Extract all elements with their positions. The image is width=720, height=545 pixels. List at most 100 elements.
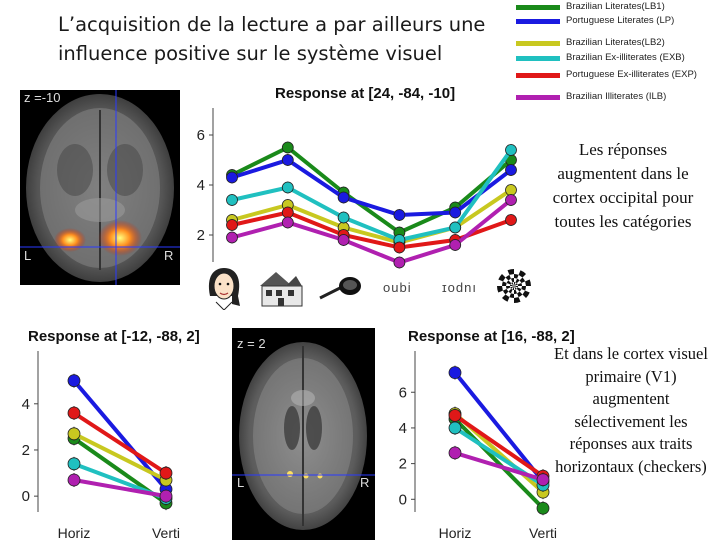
data-point — [281, 181, 294, 194]
legend-item: Brazilian Literates(LB2) — [516, 36, 720, 50]
chart-main-response: 2 4 6 — [197, 108, 517, 269]
series-line — [231, 188, 513, 245]
y-tick-label: 0 — [399, 491, 407, 508]
legend-label: Portuguese Ex-illiterates (EXP) — [566, 69, 697, 80]
data-point — [448, 366, 462, 380]
legend-item: Portuguese Ex-illiterates (EXP) — [516, 68, 720, 82]
v1-text: Et dans le cortex visuel primaire (V1) a… — [554, 344, 708, 476]
data-point — [337, 234, 350, 246]
data-point — [337, 191, 350, 204]
legend-swatch — [516, 19, 560, 24]
series-line — [231, 198, 513, 265]
legend-label: Brazilian Literates(LB2) — [566, 37, 665, 48]
chart-title-right: Response at [16, -88, 2] — [408, 328, 575, 345]
data-point — [226, 219, 238, 231]
data-point — [448, 446, 462, 460]
data-point — [159, 489, 173, 503]
slide-title: L’acquisition de la lecture a par ailleu… — [58, 13, 486, 65]
x-tick-label: Horiz — [439, 525, 472, 540]
y-tick-label: 4 — [22, 396, 30, 413]
series-line — [454, 450, 544, 482]
legend-swatch — [516, 56, 560, 61]
data-point — [159, 466, 173, 480]
series-line — [231, 145, 513, 235]
data-point — [281, 206, 294, 219]
series-line — [72, 411, 168, 475]
y-tick-label: 6 — [197, 127, 205, 144]
checker-stimulus-icon — [497, 269, 531, 303]
data-point — [393, 241, 406, 254]
data-point — [226, 194, 238, 206]
legend-label: Brazilian Ex-illiterates (EXB) — [566, 52, 685, 63]
data-point — [67, 473, 81, 487]
series-line — [453, 413, 545, 478]
series-line — [453, 371, 545, 483]
data-point — [449, 239, 462, 251]
data-point — [67, 374, 81, 388]
series-line — [231, 148, 513, 243]
chart-left-response: 0 2 4 Horiz Verti — [22, 351, 180, 540]
x-tick-label: Horiz — [58, 525, 91, 540]
data-point — [505, 214, 517, 226]
brain-image-axial-z-10: z =-10 L R — [20, 90, 180, 285]
legend-swatch — [516, 95, 560, 100]
data-point — [226, 171, 238, 184]
legend-label: Portuguese Literates (LP) — [566, 15, 675, 26]
series-line — [73, 432, 167, 482]
data-point — [505, 194, 517, 206]
x-tick-label: Verti — [152, 525, 180, 540]
series-line — [73, 478, 167, 499]
y-tick-label: 0 — [22, 488, 30, 505]
data-point — [281, 154, 294, 166]
data-point — [536, 473, 550, 487]
data-point — [448, 409, 462, 422]
data-point — [67, 457, 81, 471]
data-point — [505, 164, 517, 176]
y-tick-label: 2 — [197, 227, 205, 244]
brain-right-label: R — [164, 248, 174, 263]
y-tick-label: 6 — [399, 384, 407, 401]
data-point — [393, 256, 406, 269]
legend-item: Brazilian Literates(LB1) — [516, 0, 720, 14]
chart-title-main: Response at [24, -84, -10] — [275, 85, 456, 102]
series-line — [231, 157, 513, 218]
legend-swatch — [516, 5, 560, 10]
data-point — [67, 406, 81, 420]
brain-left-label: L — [237, 475, 245, 490]
data-point — [449, 206, 462, 219]
face-stimulus-icon — [208, 268, 240, 310]
data-point — [337, 211, 350, 224]
data-point — [281, 216, 294, 229]
y-tick-label: 2 — [22, 442, 30, 459]
brain-right-label: R — [360, 475, 370, 490]
data-point — [536, 501, 550, 515]
data-point — [449, 221, 462, 234]
legend-label: Brazilian Literates(LB1) — [566, 1, 665, 12]
data-point — [448, 421, 462, 435]
legend-item: Brazilian Ex-illiterates (EXB) — [516, 51, 720, 65]
chart-title-left: Response at [-12, -88, 2] — [28, 328, 200, 345]
x-tick-label: Verti — [529, 525, 557, 540]
legend-swatch — [516, 41, 560, 46]
y-tick-label: 4 — [399, 420, 407, 437]
data-point — [393, 209, 406, 221]
occipital-text: Les réponses augmentent dans le cortex o… — [552, 140, 694, 231]
data-point — [505, 144, 517, 156]
house-stimulus-icon — [260, 272, 303, 307]
y-tick-label: 2 — [399, 456, 407, 473]
brain-image-axial-z2: z = 2 L R — [232, 328, 375, 540]
brain-left-label: L — [24, 248, 32, 263]
stimuli-row: oubi ɪodnı — [200, 266, 540, 312]
data-point — [505, 184, 517, 196]
data-point — [67, 427, 81, 441]
legend-item: Portuguese Literates (LP) — [516, 14, 720, 28]
tool-pan-stimulus-icon — [319, 277, 361, 300]
word-stimulus: oubi — [383, 280, 412, 295]
data-point — [281, 141, 294, 154]
data-point — [226, 231, 238, 244]
y-tick-label: 4 — [197, 177, 205, 194]
series-line — [453, 417, 545, 510]
mirror-word-stimulus: ɪodnı — [442, 280, 477, 295]
legend-item: Brazilian Illiterates (ILB) — [516, 90, 720, 104]
brain-slice-label: z = 2 — [237, 336, 266, 351]
